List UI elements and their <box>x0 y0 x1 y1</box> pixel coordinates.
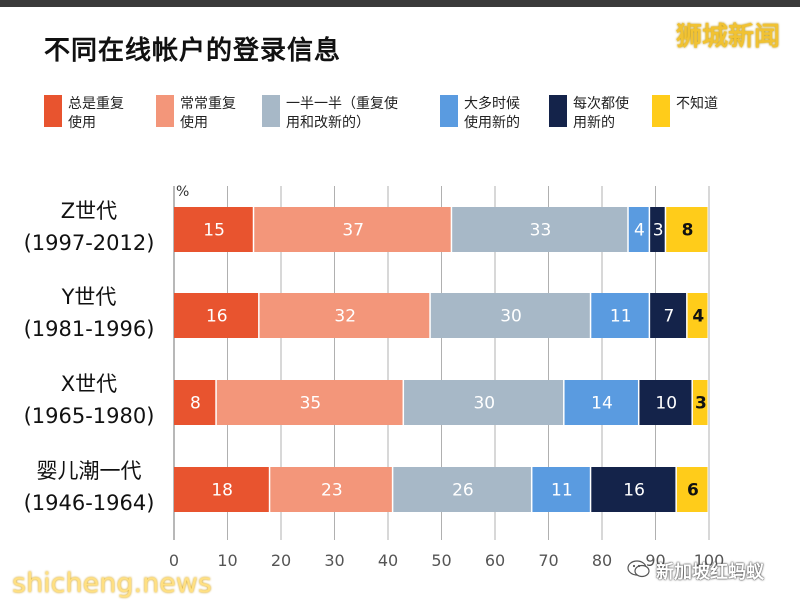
category-years: (1997-2012) <box>23 231 155 255</box>
category-years: (1965-1980) <box>23 404 155 428</box>
legend-swatch <box>156 95 174 127</box>
bar-segment <box>174 207 253 252</box>
data-label: 7 <box>663 307 674 327</box>
data-label: 37 <box>342 221 364 241</box>
legend-swatch <box>44 95 62 127</box>
data-label: 23 <box>321 481 343 501</box>
x-tick-label: 20 <box>271 551 291 570</box>
legend-label: 总是重复 使用 <box>68 96 124 131</box>
x-tick-label: 10 <box>217 551 237 570</box>
legend-swatch <box>262 95 280 127</box>
top-bar <box>0 0 800 7</box>
legend-swatch <box>652 95 670 127</box>
data-label: 33 <box>530 221 552 241</box>
legend-swatch <box>440 95 458 127</box>
bar-segment <box>564 380 638 425</box>
x-tick-label: 60 <box>485 551 505 570</box>
unit-label: % <box>176 184 189 200</box>
legend-item: 不知道 <box>652 95 718 127</box>
data-label: 32 <box>334 307 356 327</box>
x-tick-label: 70 <box>538 551 558 570</box>
x-tick-label: 100 <box>694 551 725 570</box>
data-label: 3 <box>695 394 707 414</box>
bar-segment <box>628 207 649 252</box>
bar-segment <box>174 293 259 338</box>
bar-segment <box>270 467 392 512</box>
legend-label: 常常重复 使用 <box>180 96 236 131</box>
legend-item: 每次都使 用新的 <box>549 95 629 133</box>
bar-segment <box>404 380 564 425</box>
x-tick-label: 90 <box>645 551 665 570</box>
x-tick-label: 0 <box>169 551 179 570</box>
bar-segment <box>259 293 430 338</box>
chart-title: 不同在线帐户的登录信息 <box>44 36 342 66</box>
bar-segment <box>430 293 590 338</box>
category-name: Z世代 <box>60 199 118 223</box>
legend-label: 大多时候 使用新的 <box>464 96 520 131</box>
category-label: Y世代 (1981-1996) <box>14 281 164 345</box>
legend-label: 每次都使 用新的 <box>573 96 629 131</box>
data-label: 16 <box>623 481 645 501</box>
category-name: X世代 <box>60 372 118 396</box>
legend-item: 大多时候 使用新的 <box>440 95 520 133</box>
x-tick-label: 30 <box>324 551 344 570</box>
bar-segment <box>639 380 692 425</box>
category-label: X世代 (1965-1980) <box>14 368 164 432</box>
category-label: Z世代 (1997-2012) <box>14 195 164 259</box>
bar-segment <box>393 467 531 512</box>
bar-segment <box>532 467 590 512</box>
data-label: 30 <box>473 394 495 414</box>
data-label: 4 <box>634 221 645 241</box>
data-label: 26 <box>452 481 474 501</box>
data-label: 16 <box>206 307 228 327</box>
watermark-left: shicheng.news <box>12 568 212 599</box>
bar-segment <box>591 293 649 338</box>
data-label: 10 <box>655 394 677 414</box>
brand-logo-text: 狮城新闻 <box>676 22 781 52</box>
data-label: 4 <box>692 307 704 327</box>
data-label: 11 <box>610 307 632 327</box>
data-label: 3 <box>653 221 664 241</box>
data-label: 15 <box>203 221 225 241</box>
legend-item: 常常重复 使用 <box>156 95 236 133</box>
legend-label: 一半一半（重复使 用和改新的） <box>286 96 398 131</box>
bar-segment <box>174 467 269 512</box>
wechat-icon <box>627 560 650 578</box>
x-tick-label: 50 <box>431 551 451 570</box>
bar-segment <box>687 293 708 338</box>
bar-segment <box>254 207 451 252</box>
category-years: (1946-1964) <box>23 491 155 515</box>
category-name: Y世代 <box>61 285 117 309</box>
bar-segment <box>676 467 708 512</box>
watermark-right: 新加坡红蚂蚁 <box>656 562 764 583</box>
category-name: 婴儿潮一代 <box>36 459 142 483</box>
legend-label: 不知道 <box>676 96 718 112</box>
bar-segment <box>452 207 628 252</box>
legend-item: 总是重复 使用 <box>44 95 124 133</box>
data-label: 30 <box>500 307 522 327</box>
bar-segment <box>216 380 403 425</box>
category-label: 婴儿潮一代 (1946-1964) <box>14 455 164 519</box>
bar-segment <box>650 293 687 338</box>
bar-segment <box>666 207 708 252</box>
data-label: 6 <box>687 481 699 501</box>
category-years: (1981-1996) <box>23 317 155 341</box>
bar-segment <box>692 380 708 425</box>
legend-item: 一半一半（重复使 用和改新的） <box>262 95 398 133</box>
data-label: 18 <box>211 481 233 501</box>
data-label: 8 <box>190 394 201 414</box>
x-tick-label: 40 <box>378 551 398 570</box>
data-label: 8 <box>682 221 694 241</box>
data-label: 11 <box>551 481 573 501</box>
data-label: 14 <box>591 394 613 414</box>
bar-segment <box>650 207 665 252</box>
data-label: 35 <box>300 394 322 414</box>
bar-segment <box>591 467 676 512</box>
bar-segment <box>174 380 216 425</box>
legend-swatch <box>549 95 567 127</box>
x-tick-label: 80 <box>592 551 612 570</box>
